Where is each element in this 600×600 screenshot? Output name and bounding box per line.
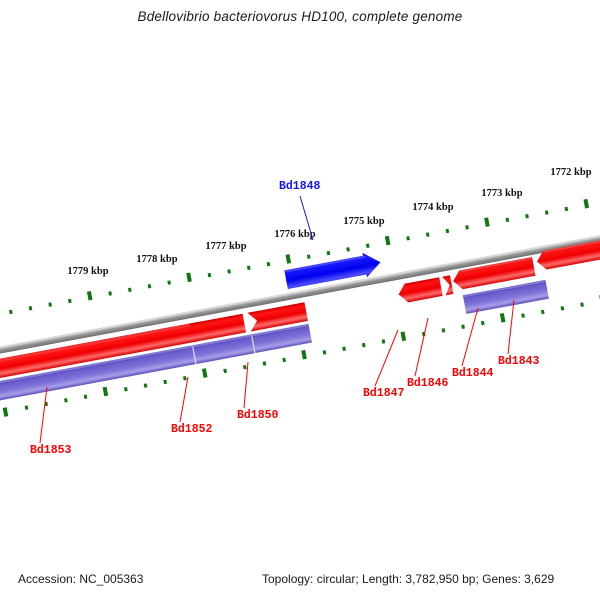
- leader-Bd1852: [179, 376, 189, 423]
- ruler-label: 1772 kbp: [550, 167, 591, 178]
- leader-Bd1853: [39, 386, 48, 444]
- genome-axis-bar: [0, 227, 600, 360]
- gene-label-Bd1846[interactable]: Bd1846: [407, 377, 449, 390]
- ruler-label: 1779 kbp: [67, 266, 108, 277]
- gene-label-Bd1853[interactable]: Bd1853: [30, 444, 72, 457]
- leader-Bd1847: [374, 329, 399, 387]
- gene-label-Bd1843[interactable]: Bd1843: [498, 355, 540, 368]
- gene-unlabeled-1[interactable]: [188, 313, 246, 343]
- gene-label-Bd1848[interactable]: Bd1848: [279, 180, 321, 193]
- gene-Bd1853[interactable]: [0, 321, 206, 388]
- gene-label-Bd1847[interactable]: Bd1847: [363, 387, 405, 400]
- leader-Bd1844: [461, 307, 479, 367]
- leader-Bd1846: [414, 317, 429, 377]
- ruler-label: 1776 kbp: [274, 229, 315, 240]
- gene-Bd1844[interactable]: [535, 239, 600, 271]
- gene-Bd1848[interactable]: [284, 250, 383, 292]
- ruler-label: 1774 kbp: [412, 202, 453, 213]
- accession-text: Accession: NC_005363: [18, 572, 144, 586]
- gene-label-Bd1844[interactable]: Bd1844: [452, 367, 494, 380]
- gene-unlabeled-2[interactable]: [247, 302, 308, 332]
- genome-summary-text: Topology: circular; Length: 3,782,950 bp…: [262, 572, 555, 586]
- ruler-label: 1778 kbp: [136, 254, 177, 265]
- gene-track-forward-left: [0, 302, 308, 388]
- gene-track-reverse-right: [462, 279, 549, 314]
- gene-track-highlight: [284, 250, 383, 292]
- gene-track-reverse-left: [0, 323, 312, 409]
- gene-labels: Bd1848 Bd1853 Bd1852 Bd1850 Bd1847 Bd184…: [30, 180, 540, 457]
- leader-Bd1843: [507, 299, 515, 355]
- gene-track-forward-right: [397, 239, 600, 304]
- ruler-label: 1775 kbp: [343, 216, 384, 227]
- gene-unlabeled-3[interactable]: [442, 275, 454, 296]
- page-title: Bdellovibrio bacteriovorus HD100, comple…: [137, 9, 463, 24]
- ruler-label: 1777 kbp: [205, 241, 246, 252]
- ruler-labels: 1779 kbp 1778 kbp 1777 kbp 1776 kbp 1775…: [67, 167, 591, 277]
- gene-Bd1847[interactable]: [397, 277, 443, 304]
- gene-label-Bd1852[interactable]: Bd1852: [171, 423, 213, 436]
- gene-Bd1845[interactable]: [451, 256, 536, 291]
- gene-label-Bd1850[interactable]: Bd1850: [237, 409, 279, 422]
- gene-Bd1846[interactable]: [462, 279, 549, 314]
- gene-Bd1852-Bd1850[interactable]: [0, 323, 312, 409]
- leader-Bd1850: [243, 361, 249, 409]
- gene-leader-lines: [39, 195, 515, 444]
- map-rotated-group: [0, 198, 600, 417]
- ruler-label: 1773 kbp: [481, 188, 522, 199]
- leader-Bd1848: [299, 195, 314, 241]
- ruler-upper-ticks: [8, 198, 590, 315]
